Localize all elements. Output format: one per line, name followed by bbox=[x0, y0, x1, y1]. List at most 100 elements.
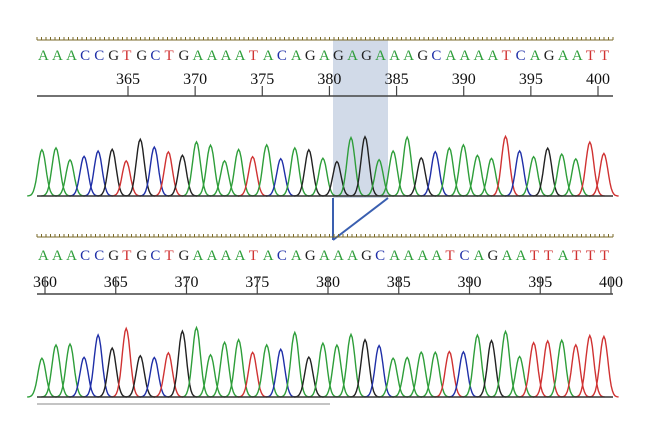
base-call: T bbox=[600, 48, 609, 64]
top-position-numbers: 365 370 375 380 385 390 395 400 bbox=[116, 71, 610, 96]
trace-peak bbox=[111, 326, 142, 398]
trace-peak bbox=[448, 350, 479, 398]
trace-peak bbox=[322, 343, 352, 398]
base-call: A bbox=[263, 248, 274, 264]
trace-peak bbox=[532, 146, 563, 197]
base-call: C bbox=[375, 248, 385, 264]
trace-peak bbox=[420, 150, 450, 197]
trace-peak bbox=[490, 329, 521, 398]
trace-peak bbox=[392, 135, 422, 197]
trace-peak bbox=[378, 149, 408, 197]
base-call: C bbox=[80, 48, 90, 64]
position-number: 365 bbox=[116, 71, 140, 88]
trace-peak bbox=[560, 343, 591, 398]
base-call: A bbox=[445, 48, 456, 64]
base-call: T bbox=[586, 48, 595, 64]
base-call: G bbox=[544, 48, 555, 64]
base-call: A bbox=[530, 48, 541, 64]
base-call: T bbox=[600, 248, 609, 264]
base-call: A bbox=[263, 48, 274, 64]
trace-peak bbox=[167, 153, 198, 197]
trace-peak bbox=[153, 150, 184, 197]
base-call: C bbox=[277, 48, 287, 64]
trace-peak bbox=[265, 347, 296, 398]
trace-peak bbox=[83, 333, 113, 398]
position-number: 395 bbox=[519, 71, 543, 88]
base-call: T bbox=[530, 248, 539, 264]
base-call: A bbox=[235, 48, 246, 64]
trace-peak bbox=[27, 356, 57, 398]
base-call: G bbox=[136, 248, 147, 264]
base-call: A bbox=[207, 248, 218, 264]
base-call: A bbox=[38, 248, 49, 264]
trace-peak bbox=[378, 356, 408, 398]
trace-peak bbox=[251, 343, 282, 398]
base-call: G bbox=[305, 48, 316, 64]
base-call: A bbox=[52, 48, 63, 64]
base-call: C bbox=[80, 248, 90, 264]
base-call: A bbox=[319, 48, 330, 64]
trace-peak bbox=[434, 146, 465, 197]
trace-peak bbox=[27, 148, 57, 197]
base-call: C bbox=[94, 48, 104, 64]
base-call: A bbox=[403, 48, 414, 64]
trace-peak bbox=[251, 143, 282, 197]
trace-peak bbox=[476, 338, 507, 398]
trace-peak bbox=[153, 351, 184, 398]
trace-peak bbox=[97, 346, 127, 398]
base-call: T bbox=[249, 48, 258, 64]
base-call: T bbox=[445, 248, 454, 264]
trace-peak bbox=[546, 152, 577, 197]
trace-peak bbox=[504, 149, 535, 197]
trace-peak bbox=[294, 355, 324, 398]
trace-peak bbox=[195, 143, 226, 197]
base-call: G bbox=[178, 48, 189, 64]
position-number: 385 bbox=[385, 71, 409, 88]
base-call: A bbox=[319, 248, 330, 264]
base-call: A bbox=[347, 48, 358, 64]
position-number: 370 bbox=[183, 71, 207, 88]
trace-peak bbox=[41, 146, 71, 197]
trace-peak bbox=[223, 338, 254, 398]
trace-peak bbox=[237, 351, 268, 398]
trace-peak bbox=[294, 148, 324, 197]
base-call: T bbox=[122, 48, 131, 64]
trace-peak bbox=[575, 140, 605, 197]
trace-peak bbox=[181, 140, 212, 197]
position-number: 390 bbox=[452, 71, 476, 88]
base-call: C bbox=[516, 48, 526, 64]
trace-peak bbox=[237, 155, 268, 197]
base-call: G bbox=[136, 48, 147, 64]
base-call: A bbox=[572, 48, 583, 64]
trace-peak bbox=[97, 147, 127, 197]
trace-peak bbox=[308, 156, 338, 197]
base-call: G bbox=[333, 48, 344, 64]
trace-peak bbox=[575, 333, 605, 398]
bottom-ruler bbox=[36, 234, 614, 238]
trace-peak bbox=[504, 355, 535, 398]
trace-peak bbox=[41, 343, 71, 398]
base-call: A bbox=[52, 248, 63, 264]
top-ruler bbox=[36, 37, 614, 41]
base-call: G bbox=[361, 248, 372, 264]
trace-peak bbox=[322, 160, 352, 197]
trace-peak bbox=[279, 330, 310, 398]
base-call: A bbox=[347, 248, 358, 264]
trace-peak bbox=[364, 344, 394, 398]
base-call: G bbox=[108, 48, 119, 64]
base-call: A bbox=[221, 48, 232, 64]
trace-peak bbox=[125, 137, 156, 197]
base-call: T bbox=[164, 248, 173, 264]
base-call: A bbox=[558, 248, 569, 264]
base-call: G bbox=[488, 248, 499, 264]
trace-peak bbox=[167, 329, 198, 398]
trace-peak bbox=[279, 146, 310, 197]
bottom-trace bbox=[27, 325, 619, 398]
base-call: G bbox=[178, 248, 189, 264]
base-call: C bbox=[431, 48, 441, 64]
trace-peak bbox=[589, 152, 619, 197]
trace-peak bbox=[350, 135, 380, 197]
trace-peak bbox=[546, 338, 577, 398]
